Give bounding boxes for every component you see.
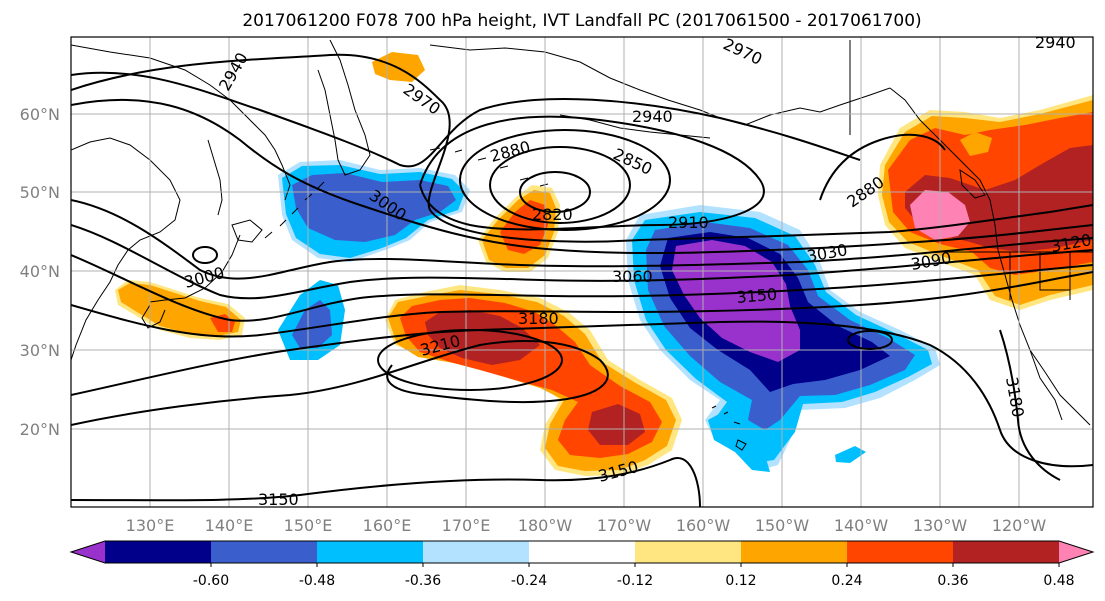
colorbar-extension-low <box>71 541 105 563</box>
contour-3000 <box>71 98 1093 255</box>
lon-label: 140°W <box>834 516 889 535</box>
contour-3180-small <box>847 330 893 350</box>
contour-3030 <box>71 199 1093 280</box>
ivt-negative-kuril-3 <box>292 173 456 242</box>
contour-label: 3060 <box>612 267 653 286</box>
coast-baja <box>1029 349 1063 421</box>
colorbar: -0.60 -0.48 -0.36 -0.24 -0.12 0.12 0.24 0.36 0.4… <box>69 540 1095 589</box>
contour-3180 <box>71 340 609 426</box>
graticule <box>71 37 1093 507</box>
colorbar-tick-label: -0.24 <box>511 573 547 589</box>
coast-siberia <box>71 44 291 201</box>
colorbar-segment <box>741 541 848 563</box>
contour-3090 <box>71 254 1093 322</box>
lat-label: 60°N <box>20 105 60 124</box>
latitude-labels: 60°N 50°N 40°N 30°N 20°N <box>20 105 60 439</box>
map-frame <box>70 36 1094 508</box>
colorbar-segment <box>529 541 636 563</box>
contour-label: 2940 <box>1035 33 1076 52</box>
colorbar-extension-high <box>1059 541 1093 563</box>
colorbar-segment <box>317 541 424 563</box>
lat-label: 40°N <box>20 262 60 281</box>
contour-2850 <box>489 146 631 224</box>
lon-label: 160°E <box>363 516 412 535</box>
colorbar-tick-label: -0.36 <box>405 573 441 589</box>
colorbar-tick-label: -0.60 <box>193 573 229 589</box>
colorbar-segment <box>105 541 212 563</box>
ivt-positive-central-5 <box>588 404 645 445</box>
contour-label: 3180 <box>518 309 559 328</box>
colorbar-segment <box>423 541 530 563</box>
colorbar-segment <box>847 541 954 563</box>
contour-3180-east <box>999 329 1061 481</box>
lon-label: 180°W <box>518 516 573 535</box>
lat-label: 30°N <box>20 341 60 360</box>
coast-japan-kyushu <box>141 304 166 329</box>
lon-label: 170°W <box>597 516 652 535</box>
coast-kurils <box>264 181 325 239</box>
contour-3210 <box>377 329 563 391</box>
colorbar-outline <box>69 540 1095 564</box>
coast-hawaii <box>711 405 747 451</box>
contour-label: 2910 <box>668 213 709 232</box>
contour-2880-east <box>819 133 946 201</box>
lon-label: 170°E <box>442 516 491 535</box>
height-contours <box>71 53 1093 507</box>
lon-label: 150°W <box>755 516 810 535</box>
lon-label: 160°W <box>676 516 731 535</box>
coast-asia <box>71 137 181 361</box>
lat-label: 20°N <box>20 420 60 439</box>
coast-kamchatka <box>317 39 371 176</box>
lon-label: 130°E <box>126 516 175 535</box>
contour-3150-south <box>71 457 701 507</box>
contour-2910 <box>419 115 765 231</box>
contour-label: 3150 <box>258 490 299 509</box>
colorbar-tick-label: 0.36 <box>937 573 968 589</box>
colorbar-tick-label: 0.24 <box>831 573 862 589</box>
lon-label: 130°W <box>913 516 968 535</box>
lat-label: 50°N <box>20 183 60 202</box>
contour-3060 <box>71 224 1093 300</box>
ivt-negative-east-patch <box>835 446 866 463</box>
coast-sakhalin <box>207 139 223 216</box>
longitude-labels: 130°E 140°E 150°E 160°E 170°E 180°W 170°… <box>126 516 1047 535</box>
colorbar-segment <box>953 541 1060 563</box>
colorbar-tick-label: -0.12 <box>617 573 653 589</box>
map-title: 2017061200 F078 700 hPa height, IVT Land… <box>242 11 921 31</box>
colorbar-segment <box>635 541 742 563</box>
ivt-positive-japan-2 <box>118 283 241 336</box>
contour-label: 2820 <box>532 205 573 224</box>
contour-3150 <box>71 320 1093 468</box>
coast-alaska <box>429 44 891 126</box>
ivt-positive-central-4 <box>425 310 540 365</box>
lon-label: 140°E <box>205 516 254 535</box>
coast-japan-hokkaido <box>231 219 263 243</box>
lon-label: 120°W <box>992 516 1047 535</box>
ivt-positive-pnw-hole <box>960 132 992 156</box>
contour-2940 <box>71 71 861 168</box>
contour-2970 <box>71 53 1093 243</box>
colorbar-tick-label: 0.48 <box>1043 573 1074 589</box>
colorbar-tick-label: 0.12 <box>725 573 756 589</box>
colorbar-tick-label: -0.48 <box>299 573 335 589</box>
coast-vancouver-island <box>959 168 986 199</box>
contour-label: 2940 <box>632 107 673 126</box>
contour-3120 <box>71 271 1093 338</box>
coast-north-america <box>889 87 1091 426</box>
ivt-negative-patch-west-inner <box>292 300 332 348</box>
contour-3000-small <box>192 246 218 264</box>
colorbar-segment <box>211 541 318 563</box>
lon-label: 150°E <box>284 516 333 535</box>
contour-2820 <box>519 171 591 213</box>
contour-label: 3150 <box>736 285 778 307</box>
contour-2880-ring <box>459 129 671 231</box>
map-content: 2940 2970 2970 2940 2940 2880 2850 2820 … <box>71 33 1093 509</box>
